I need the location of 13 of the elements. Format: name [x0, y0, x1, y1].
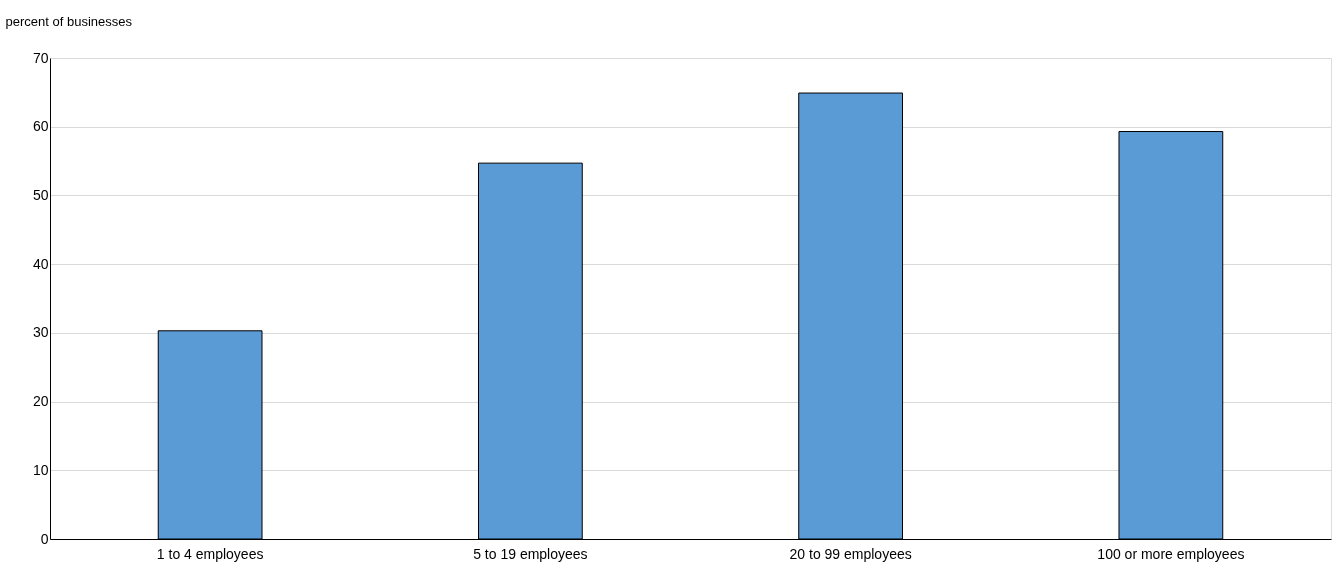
y-tick-label: 10 — [32, 461, 49, 478]
y-axis-title: percent of businesses — [5, 13, 133, 29]
y-tick-label: 30 — [32, 324, 49, 341]
x-tick-label: 20 to 99 employees — [789, 545, 912, 562]
y-tick-label: 20 — [32, 393, 49, 410]
y-tick-label: 40 — [32, 255, 49, 272]
x-tick-label: 100 or more employees — [1097, 545, 1245, 562]
y-tick-label: 70 — [32, 49, 49, 66]
y-tick-label: 0 — [40, 530, 49, 547]
y-tick-label: 60 — [32, 118, 49, 135]
x-tick-label: 1 to 4 employees — [156, 545, 264, 562]
x-tick-label: 5 to 19 employees — [473, 545, 588, 562]
y-tick-label: 50 — [32, 186, 49, 203]
